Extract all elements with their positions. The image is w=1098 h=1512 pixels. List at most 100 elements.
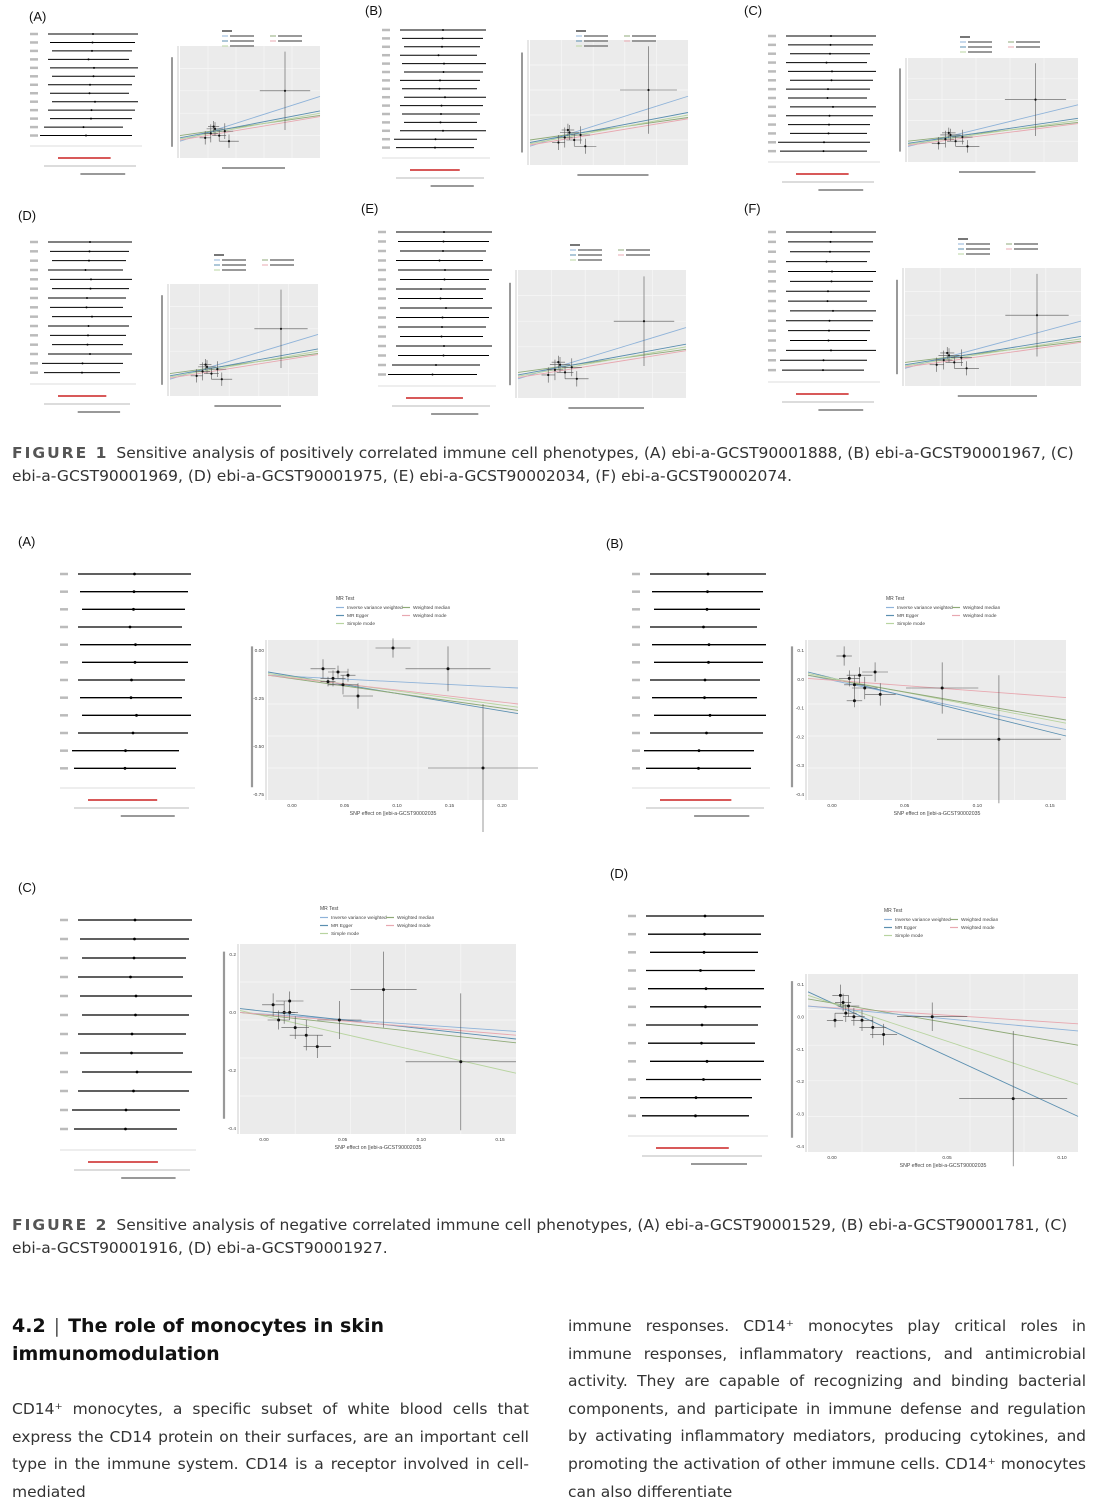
snp-point [212, 125, 215, 128]
loo-point [90, 109, 93, 112]
loo-point [135, 713, 138, 717]
loo-point [439, 79, 441, 82]
snp-point [871, 1025, 875, 1029]
loo-point [443, 345, 445, 347]
loo-point [88, 259, 90, 262]
loo-point [832, 105, 834, 108]
legend-item-label: Simple mode [895, 933, 923, 939]
loo-point [132, 607, 135, 611]
loo-point [703, 914, 707, 918]
legend-item-mark [584, 45, 608, 47]
snp-point [293, 1026, 297, 1030]
loo-point [827, 132, 830, 135]
loo-point [129, 975, 132, 979]
x-tick-label: 0.00 [827, 1155, 837, 1161]
y-tick-label: 0.2 [229, 952, 236, 958]
figure-1-caption-text: Sensitive analysis of positively correla… [12, 444, 1074, 485]
snp-point [337, 1018, 341, 1022]
snp-point [841, 1000, 845, 1004]
snp-point [279, 327, 283, 330]
snp-point [860, 1018, 864, 1022]
loo-point [85, 134, 87, 137]
snp-point [966, 145, 969, 148]
section-separator: | [53, 1315, 61, 1337]
loo-point [133, 918, 137, 922]
legend-item-mark [278, 35, 302, 37]
mr-regression-line [267, 674, 519, 711]
snp-point [195, 374, 198, 377]
snp-point [481, 766, 485, 770]
snp-point [557, 361, 560, 364]
loo-point [135, 1070, 139, 1074]
snp-point [220, 378, 223, 381]
loo-point [828, 319, 831, 322]
loo-point [84, 269, 87, 271]
loo-point [439, 297, 442, 300]
loo-point [830, 231, 832, 233]
legend-item-label: Inverse variance weighted [331, 915, 387, 921]
y-tick-label: 0.0 [229, 1010, 236, 1016]
loo-point [442, 129, 444, 132]
snp-point [997, 737, 1001, 741]
legend-title: MR Test [884, 908, 903, 914]
mr-regression-line [179, 110, 321, 139]
loo-point [830, 79, 833, 82]
snp-point [842, 654, 846, 658]
loo-point [702, 950, 706, 954]
loo-point [86, 297, 88, 299]
mr-regression-line [529, 114, 689, 145]
panel-label-2b: (B) [606, 536, 624, 551]
loo-point [91, 41, 94, 44]
scatter-background [180, 46, 320, 158]
loo-point [700, 1023, 704, 1027]
scatter-background [808, 640, 1066, 800]
snp-point [961, 135, 964, 139]
snp-point [204, 136, 207, 139]
panel-label-1f: (F) [744, 201, 761, 216]
mr-regression-line [807, 998, 1079, 1046]
snp-point [570, 366, 573, 369]
loo-point [86, 343, 89, 346]
legend-title: MR Test [320, 906, 339, 912]
loo-point [829, 250, 831, 253]
loo-point [829, 240, 832, 243]
y-tick-label: 0.0 [797, 1014, 804, 1020]
mr-regression-line [267, 674, 519, 689]
legend-item-mark [626, 249, 650, 251]
snp-point [882, 1033, 886, 1037]
snp-point [942, 358, 945, 362]
loo-point [442, 240, 445, 243]
mr-regression-line [179, 112, 321, 140]
y-tick-label: 0.1 [797, 648, 804, 654]
x-axis-label: SNP effect on ||ebi-a-GCST90002035 [335, 1145, 422, 1151]
loo-point [705, 1059, 709, 1063]
snp-point [847, 1004, 850, 1008]
panel-label-2a: (A) [18, 534, 36, 549]
scatter-background [908, 58, 1078, 162]
snp-point [205, 365, 209, 368]
panel-label-2c: (C) [18, 880, 37, 895]
snp-point [949, 133, 952, 137]
y-tick-label: -0.1 [796, 706, 805, 712]
loo-point [81, 371, 83, 374]
snp-point [944, 138, 947, 141]
x-tick-label: 0.00 [287, 803, 297, 809]
mr-regression-line [517, 343, 687, 376]
loo-point [90, 278, 92, 281]
scatter-background [905, 268, 1081, 386]
loo-point [134, 643, 137, 647]
loo-point [129, 696, 133, 700]
legend-item-mark [968, 41, 992, 43]
loo-point [442, 354, 445, 357]
panel-label-2d: (D) [610, 866, 629, 881]
legend-item-mark [966, 248, 990, 250]
x-tick-label: 0.20 [497, 803, 507, 809]
snp-point [277, 1018, 281, 1022]
legend-item-label: Inverse variance weighted [897, 605, 953, 611]
snp-point [283, 89, 287, 92]
snp-point [852, 699, 856, 703]
loo-point [708, 713, 712, 717]
loo-point [829, 52, 831, 55]
loo-point [443, 62, 445, 65]
mr-regression-line [169, 354, 319, 379]
